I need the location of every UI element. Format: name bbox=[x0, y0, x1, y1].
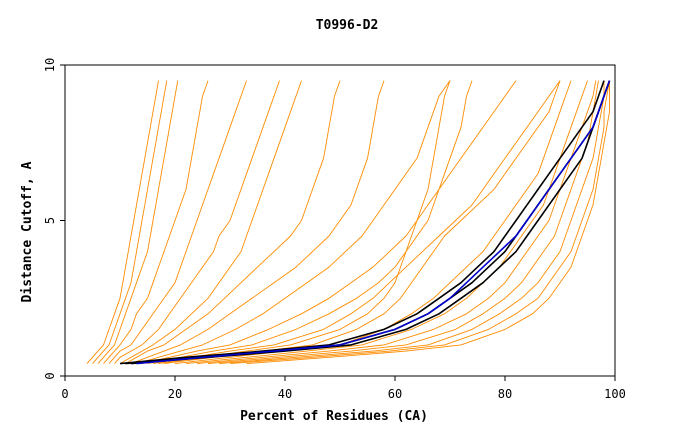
series-line-orange-16 bbox=[185, 80, 588, 365]
x-axis-label: Percent of Residues (CA) bbox=[240, 409, 428, 424]
series-line-orange-21 bbox=[246, 80, 610, 365]
y-axis-label: Distance Cutoff, A bbox=[20, 161, 35, 302]
series-line-orange-13 bbox=[158, 80, 451, 365]
y-tick-label: 5 bbox=[43, 217, 57, 224]
x-tick-label: 40 bbox=[278, 387, 292, 401]
series-line-orange-20 bbox=[229, 80, 610, 365]
x-tick-label: 80 bbox=[498, 387, 512, 401]
series-line-orange-15 bbox=[174, 80, 572, 365]
x-axis-ticks: 0 20 40 60 80 100 bbox=[61, 376, 626, 401]
series-line-orange-17 bbox=[196, 80, 597, 365]
x-tick-label: 60 bbox=[388, 387, 402, 401]
y-tick-label: 0 bbox=[43, 372, 57, 379]
x-tick-label: 0 bbox=[61, 387, 68, 401]
series-line-orange-10 bbox=[141, 80, 517, 365]
series-line-orange-1 bbox=[92, 80, 168, 364]
series-line-orange-6 bbox=[119, 80, 302, 364]
series-line-orange-12 bbox=[152, 80, 561, 365]
plot-series bbox=[86, 80, 611, 365]
series-line-orange-8 bbox=[130, 80, 385, 365]
chart-title: T0996-D2 bbox=[316, 18, 379, 33]
series-line-orange-14 bbox=[163, 80, 561, 365]
series-line-orange-9 bbox=[136, 80, 451, 365]
series-line-orange-2 bbox=[97, 80, 179, 364]
series-line-black-24 bbox=[130, 80, 611, 365]
series-line-orange-19 bbox=[218, 80, 605, 365]
series-line-orange-0 bbox=[86, 80, 159, 364]
x-tick-label: 100 bbox=[604, 387, 626, 401]
x-tick-label: 20 bbox=[168, 387, 182, 401]
series-line-orange-3 bbox=[103, 80, 209, 364]
series-line-blue-25 bbox=[136, 80, 611, 365]
series-line-orange-5 bbox=[114, 80, 280, 364]
series-line-black-22 bbox=[119, 80, 605, 365]
series-line-orange-11 bbox=[147, 80, 473, 365]
y-axis-ticks: 0 5 10 bbox=[43, 58, 65, 380]
series-line-orange-7 bbox=[125, 80, 341, 364]
series-line-orange-4 bbox=[108, 80, 247, 364]
y-tick-label: 10 bbox=[43, 58, 57, 72]
